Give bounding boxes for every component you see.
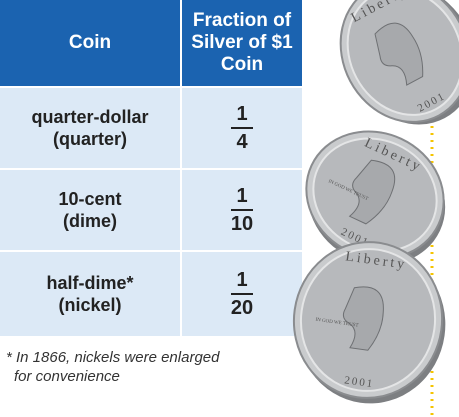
coin-name: (dime) <box>63 211 117 231</box>
fraction-bar <box>231 127 253 129</box>
denominator: 20 <box>230 297 254 319</box>
coin-head <box>342 286 384 351</box>
fraction: 1 20 <box>231 269 253 319</box>
numerator: 1 <box>236 269 248 291</box>
coin-head <box>374 22 424 86</box>
fraction-cell: 1 10 <box>182 170 302 250</box>
footnote: * In 1866, nickels were enlarged for con… <box>6 348 219 386</box>
footnote-line: for convenience <box>14 368 120 385</box>
coin-name: half-dime* <box>46 273 134 293</box>
footnote-line: * In 1866, nickels were enlarged <box>6 349 220 366</box>
fraction-cell: 1 20 <box>182 252 302 336</box>
header-cell: Fraction of Silver of $1 Coin <box>182 0 302 86</box>
coin-name: 10-cent <box>58 189 122 209</box>
fraction-bar <box>231 209 253 211</box>
coin-cell: half-dime* (nickel) <box>0 252 180 336</box>
numerator: 1 <box>236 103 248 125</box>
coin-legend: IN GOD WE TRUST <box>315 318 359 329</box>
fraction-bar <box>231 293 253 295</box>
coin-name: (nickel) <box>58 295 122 315</box>
coin-year: 2001 <box>344 374 375 390</box>
coin-cell: 10-cent (dime) <box>0 170 180 250</box>
coin-name: (quarter) <box>52 129 127 149</box>
header-cell: Coin <box>0 0 180 86</box>
coin-name: quarter-dollar <box>31 107 149 127</box>
coin-head <box>348 159 396 225</box>
denominator: 4 <box>236 131 248 153</box>
numerator: 1 <box>236 185 248 207</box>
fraction: 1 10 <box>231 185 253 235</box>
coin-cell: quarter-dollar (quarter) <box>0 88 180 168</box>
denominator: 10 <box>230 213 254 235</box>
